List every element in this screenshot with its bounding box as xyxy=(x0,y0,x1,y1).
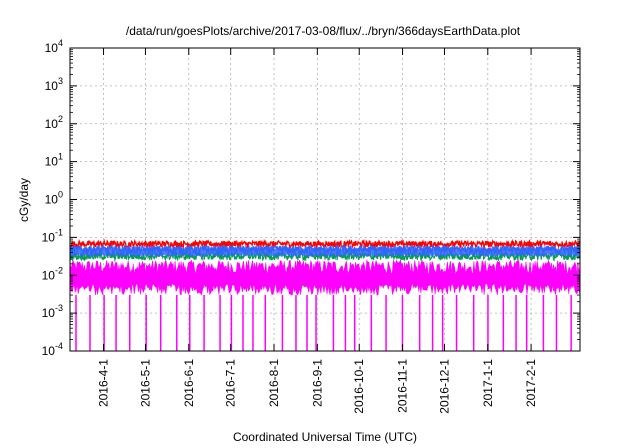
series-magenta-band xyxy=(69,259,581,296)
x-tick-label: 2016-9-1 xyxy=(310,359,324,407)
x-tick-label: 2016-12-1 xyxy=(437,359,451,414)
series-magenta-dropouts xyxy=(75,295,572,351)
y-axis-label: cGy/day xyxy=(17,178,31,222)
series-blue-band xyxy=(70,245,580,258)
y-tick-label: 10-2 xyxy=(42,265,63,282)
y-tick-label: 103 xyxy=(45,76,63,93)
x-tick-label: 2017-2-1 xyxy=(524,359,538,407)
series-green-line xyxy=(69,250,581,263)
x-axis: 2016-4-1 2016-5-1 2016-6-1 2016-7-1 2016-8-1… xyxy=(97,48,538,414)
x-tick-label: 2016-10-1 xyxy=(352,359,366,414)
y-axis: 10-4 10-3 10-2 10-1 100 101 102 103 104 xyxy=(42,38,580,358)
y-tick-label: 10-1 xyxy=(42,227,63,244)
x-tick-label: 2016-7-1 xyxy=(224,359,238,407)
x-tick-label: 2016-5-1 xyxy=(138,359,152,407)
y-tick-label: 10-3 xyxy=(42,303,63,320)
y-tick-label: 10-4 xyxy=(42,341,63,358)
y-tick-label: 104 xyxy=(45,38,63,55)
plot-data xyxy=(69,238,581,351)
x-tick-label: 2016-6-1 xyxy=(182,359,196,407)
grid xyxy=(70,48,580,351)
x-tick-label: 2016-8-1 xyxy=(267,359,281,407)
x-tick-label: 2016-4-1 xyxy=(97,359,111,407)
y-tick-label: 101 xyxy=(45,152,63,169)
x-tick-label: 2016-11-1 xyxy=(396,359,410,413)
chart-title: /data/run/goesPlots/archive/2017-03-08/f… xyxy=(126,24,521,38)
x-axis-label: Coordinated Universal Time (UTC) xyxy=(233,430,417,444)
y-tick-label: 102 xyxy=(45,114,63,131)
y-tick-label: 100 xyxy=(45,190,63,207)
x-tick-label: 2017-1-1 xyxy=(481,359,495,407)
